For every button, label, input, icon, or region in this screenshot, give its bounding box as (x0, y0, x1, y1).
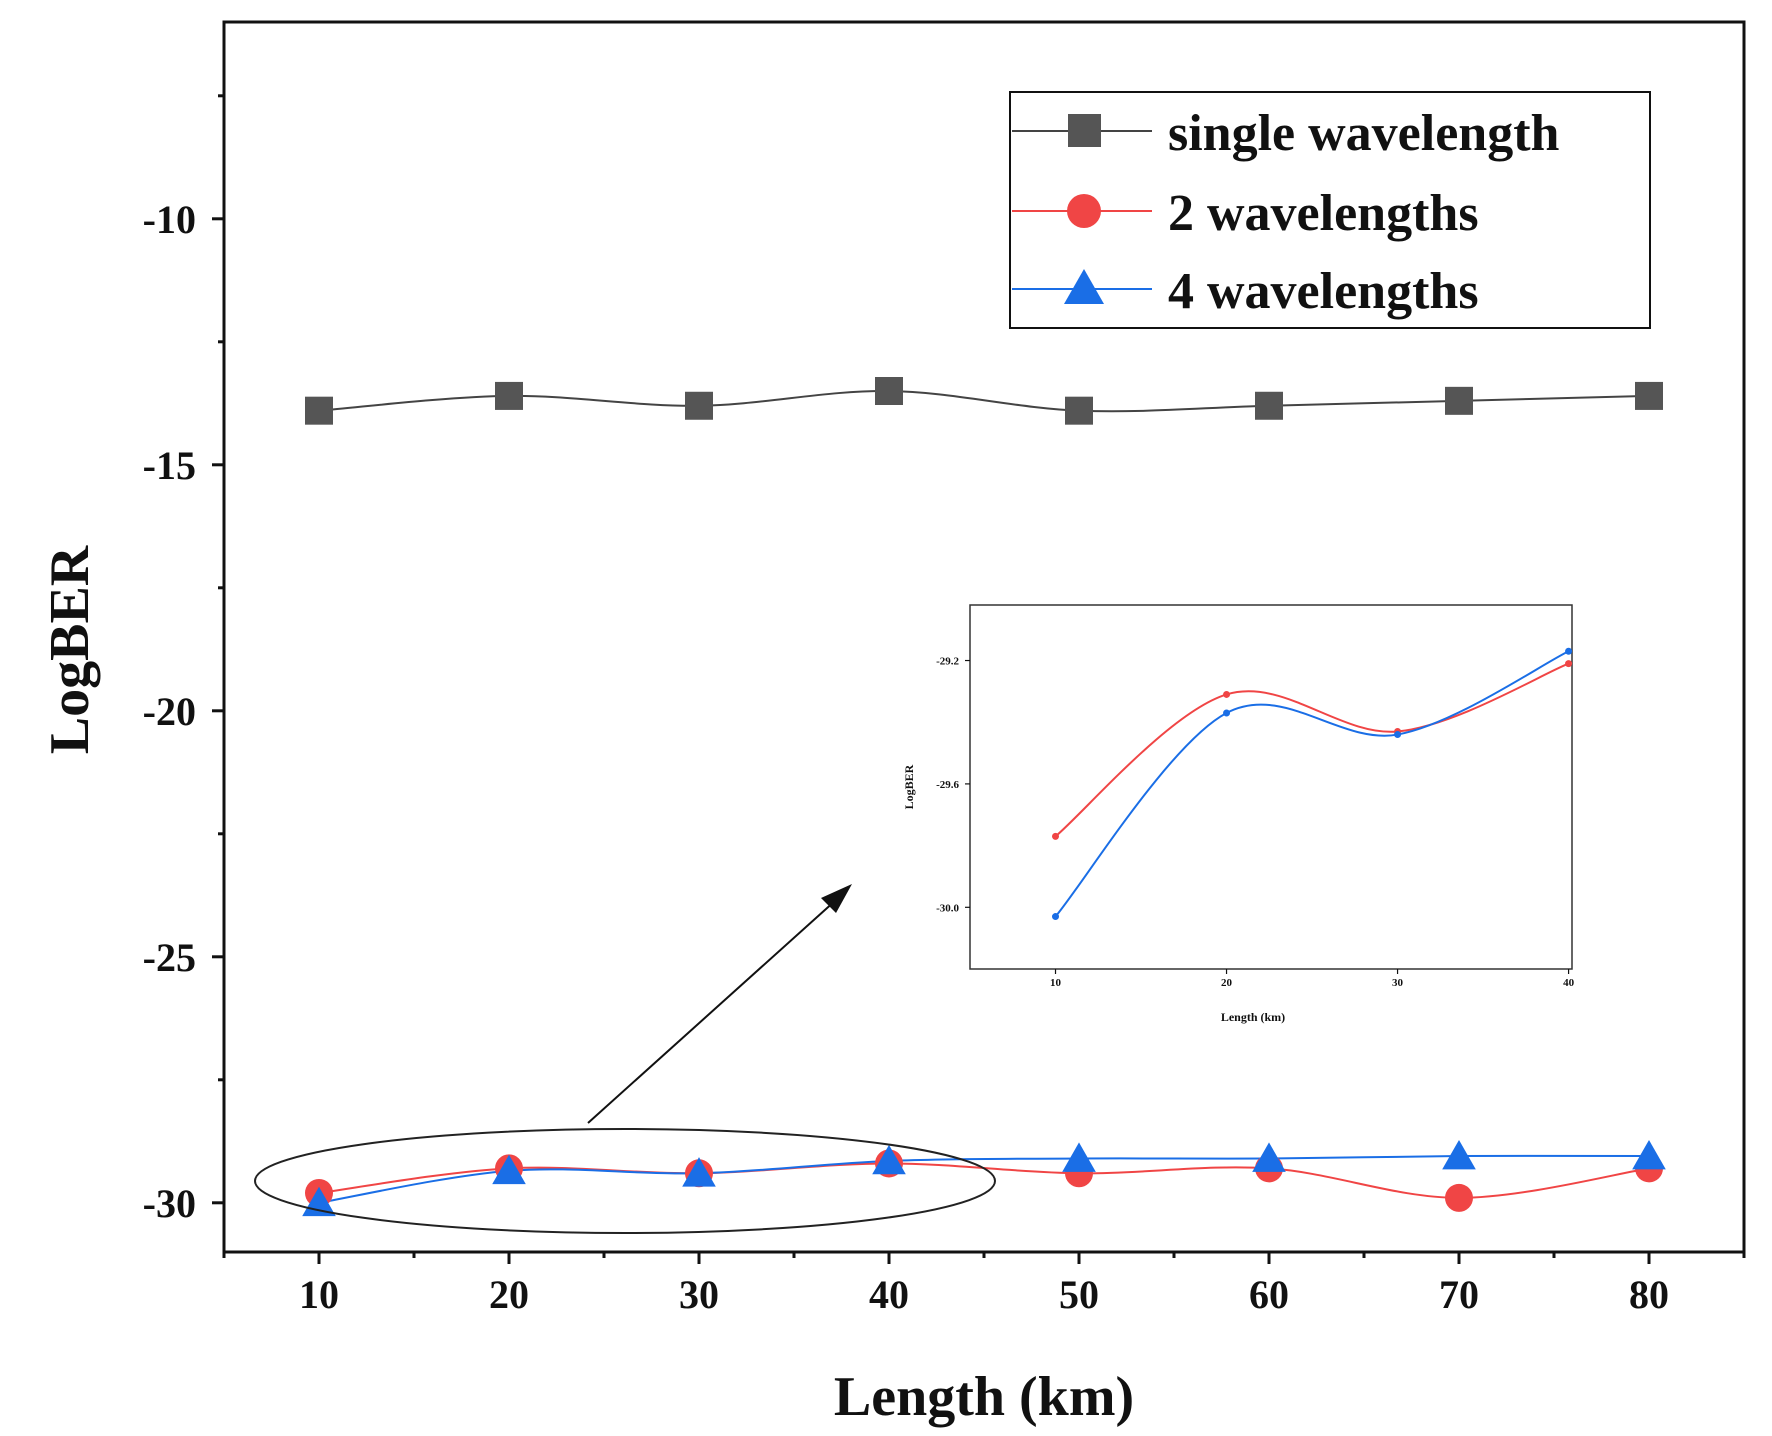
main-x-tick-label: 10 (299, 1272, 339, 1317)
main-x-tick-label: 40 (869, 1272, 909, 1317)
main-x-tick-label: 60 (1249, 1272, 1289, 1317)
main-point-single-wavelength (495, 381, 523, 410)
inset-point-2-wavelengths (1052, 832, 1060, 840)
main-x-tick-label: 80 (1629, 1272, 1669, 1317)
legend-entry-2-wavelengths: 2 wavelengths (1012, 185, 1479, 242)
zoom-ellipse (254, 1128, 996, 1234)
main-point-single-wavelength (305, 396, 333, 425)
legend-label-single-wavelength: single wavelength (1168, 105, 1560, 162)
main-point-2-wavelengths (1445, 1183, 1473, 1212)
inset-frame (969, 604, 1573, 970)
main-point-4-wavelengths (872, 1144, 906, 1175)
main-point-4-wavelengths (492, 1154, 526, 1185)
main-point-single-wavelength (1065, 396, 1093, 425)
main-point-4-wavelengths (1062, 1142, 1096, 1172)
main-line-single-wavelength (318, 389, 1650, 413)
main-point-4-wavelengths (1442, 1139, 1476, 1170)
main-y-tick-label: -10 (143, 197, 196, 242)
inset-y-tick-label: -29.6 (936, 779, 959, 791)
inset-point-4-wavelengths (1394, 731, 1402, 739)
main-line-4-wavelengths (318, 1154, 1650, 1204)
main-point-single-wavelength (1445, 386, 1473, 415)
legend-label-4-wavelengths: 4 wavelengths (1168, 263, 1479, 320)
main-y-ticks: -10 -15 -20 -25 -30 (143, 94, 224, 1226)
inset-point-4-wavelengths (1052, 913, 1060, 921)
inset-x-tick-label: 30 (1392, 977, 1404, 989)
main-point-4-wavelengths (682, 1157, 716, 1187)
inset-y-tick-label: -29.2 (936, 656, 959, 668)
inset-x-ticks: 10 20 30 40 (1050, 969, 1575, 989)
main-point-4-wavelengths (1632, 1139, 1666, 1170)
main-point-4-wavelengths (1252, 1142, 1286, 1172)
main-x-tick-label: 30 (679, 1272, 719, 1317)
legend-label-2-wavelengths: 2 wavelengths (1168, 185, 1479, 242)
inset-plot: -29.2 -29.6 -30.0 10 20 30 40 Length (km) Log… (902, 604, 1577, 1024)
legend-circle-marker-icon (1067, 194, 1101, 228)
main-x-ticks: 10 20 30 40 50 60 70 80 (222, 1252, 1746, 1317)
legend: single wavelength 2 wavelengths 4 wavele… (1009, 91, 1651, 329)
inset-point-4-wavelengths (1565, 647, 1573, 655)
main-y-axis-title: LogBER (39, 545, 101, 754)
main-x-tick-label: 70 (1439, 1272, 1479, 1317)
legend-triangle-marker-icon (1064, 269, 1104, 304)
zoom-arrow-head (821, 884, 852, 913)
main-x-tick-label: 20 (489, 1272, 529, 1317)
zoom-arrow-line (587, 899, 837, 1124)
legend-entry-single-wavelength: single wavelength (1012, 105, 1560, 162)
inset-point-4-wavelengths (1223, 709, 1231, 717)
inset-x-tick-label: 40 (1563, 977, 1575, 989)
inset-y-tick-label: -30.0 (936, 902, 959, 914)
main-y-tick-label: -30 (143, 1181, 196, 1226)
inset-point-2-wavelengths (1565, 660, 1573, 668)
main-point-single-wavelength (1255, 391, 1283, 420)
inset-y-axis-title: LogBER (902, 764, 916, 809)
inset-x-tick-label: 20 (1221, 977, 1233, 989)
inset-series-lines (1054, 650, 1570, 918)
inset-y-ticks: -29.2 -29.6 -30.0 (936, 656, 970, 914)
inset-x-tick-label: 10 (1050, 977, 1062, 989)
main-plot: -10 -15 -20 -25 -30 10 20 30 40 50 60 70 80 Length … (39, 20, 1746, 1428)
inset-x-axis-title: Length (km) (1221, 1010, 1285, 1024)
main-point-single-wavelength (685, 391, 713, 420)
inset-line-4-wavelengths (1054, 650, 1570, 918)
main-point-single-wavelength (875, 377, 903, 405)
inset-series-markers (1052, 647, 1573, 921)
inset-point-2-wavelengths (1223, 690, 1231, 698)
legend-square-marker-icon (1068, 114, 1101, 147)
main-y-tick-label: -20 (143, 689, 196, 734)
inset-line-2-wavelengths (1054, 662, 1569, 838)
main-y-tick-label: -15 (143, 443, 196, 488)
main-point-single-wavelength (1635, 381, 1663, 410)
main-y-tick-label: -25 (143, 935, 196, 980)
main-x-tick-label: 50 (1059, 1272, 1099, 1317)
main-x-axis-title: Length (km) (834, 1366, 1134, 1428)
legend-entry-4-wavelengths: 4 wavelengths (1012, 263, 1479, 320)
inset-background (965, 605, 1577, 970)
main-series-markers (302, 377, 1666, 1217)
